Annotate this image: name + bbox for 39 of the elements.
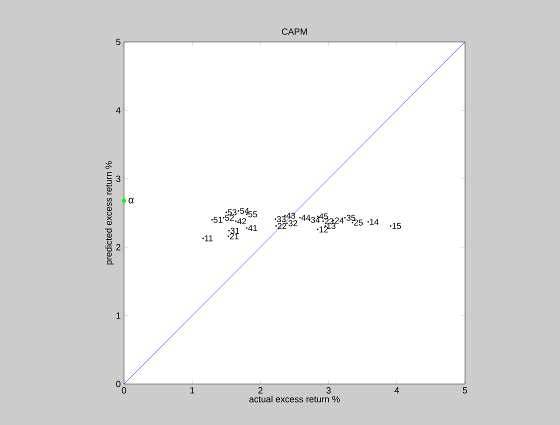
point (122, 198, 126, 203)
annotation: 45 (319, 213, 328, 220)
annotation: 53 (228, 209, 237, 216)
y-axis-title: predicted excess return % (105, 161, 114, 264)
x-tick-label: 3 (326, 387, 331, 394)
x-tick-label: 2 (258, 387, 262, 394)
annotation: 42 (237, 218, 246, 224)
annotation: 15 (392, 223, 401, 229)
annotation: 11 (204, 235, 213, 242)
series-label: α (128, 198, 134, 204)
annotation: 14 (370, 218, 379, 225)
y-tick-label: 5 (116, 38, 120, 46)
annotation: 33 (276, 216, 286, 222)
y-tick-label: 0 (116, 380, 120, 388)
annotation: 23 (324, 218, 334, 224)
x-tick-label: 1 (190, 387, 194, 394)
annotation: 21 (230, 233, 239, 240)
annotation: 44 (301, 214, 310, 221)
y-tick-label: 3 (116, 176, 120, 182)
x-axis-title: actual excess return % (249, 396, 340, 402)
x-tick-label: 0 (122, 387, 126, 394)
annotation: 52 (225, 214, 234, 221)
annotation: 34 (311, 216, 320, 223)
annotation: 41 (248, 225, 257, 231)
x-tick-label: 5 (462, 387, 468, 394)
annotation: 32 (288, 220, 298, 226)
annotation: 24 (334, 218, 344, 224)
y-tick-label: 2 (116, 244, 120, 250)
y-tick-label: 1 (116, 312, 120, 319)
annotation: 55 (248, 211, 258, 218)
y-tick-label: 4 (116, 107, 121, 114)
annotation: 54 (240, 208, 249, 214)
annotation: 51 (214, 216, 222, 223)
annotation: 31 (230, 228, 240, 234)
annotation: 25 (354, 220, 363, 226)
chart-title: CAPM (282, 28, 307, 35)
x-tick-label: 4 (394, 387, 400, 394)
annotation: 35 (346, 214, 356, 221)
annotation: 12 (320, 226, 328, 232)
